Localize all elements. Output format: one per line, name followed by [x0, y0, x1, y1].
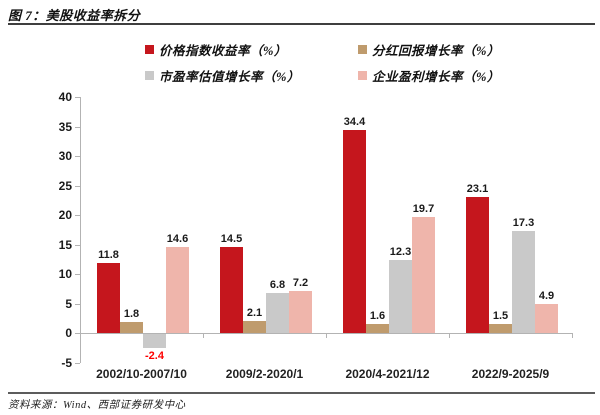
y-axis-tick: [75, 97, 80, 98]
bar-pe-valuation: [512, 230, 535, 333]
x-category-label: 2020/4-2021/12: [345, 367, 430, 381]
value-label: 4.9: [538, 290, 555, 303]
bar-earnings: [166, 246, 189, 333]
bar-dividend: [120, 322, 143, 333]
value-label: 12.3: [389, 246, 412, 259]
y-tick-label: 40: [58, 90, 72, 104]
legend-label: 企业盈利增长率（%）: [372, 70, 500, 84]
y-axis-tick: [75, 303, 80, 305]
figure-title: 图 7：美股收益率拆分: [8, 8, 141, 23]
legend-item: 分红回报增长率（%）: [358, 40, 500, 59]
y-tick-label: 0: [65, 326, 72, 340]
value-label: 19.7: [412, 202, 435, 215]
bar-pe-valuation: [266, 292, 289, 333]
x-category-label: 2022/9-2025/9: [471, 367, 550, 381]
bar-earnings: [289, 290, 312, 333]
y-axis-tick: [75, 333, 80, 334]
y-tick-label: 15: [58, 237, 72, 252]
value-label: 2.1: [246, 306, 263, 319]
x-category-label: 2009/2-2020/1: [225, 367, 304, 381]
x-axis-tick: [326, 333, 327, 338]
y-axis-tick: [75, 126, 80, 128]
source-note: 资料来源：Wind、西部证券研发中心: [8, 400, 186, 411]
y-axis: [80, 97, 81, 363]
y-axis-tick: [75, 244, 80, 246]
bar-pe-valuation: [389, 260, 412, 333]
y-axis-tick: [75, 362, 80, 364]
value-label: 6.8: [269, 278, 286, 291]
bar-price-index: [97, 263, 120, 333]
y-axis-tick: [75, 215, 80, 216]
value-label: 23.1: [466, 182, 489, 195]
value-label: -2.4: [145, 350, 164, 363]
legend-label: 市盈率估值增长率（%）: [159, 70, 300, 84]
y-axis-tick: [75, 274, 80, 275]
bar-price-index: [343, 130, 366, 333]
y-axis-tick: [75, 185, 80, 187]
value-label: 7.2: [292, 276, 309, 289]
value-label: 11.8: [98, 249, 119, 262]
value-label: 1.8: [123, 308, 140, 321]
legend-label: 分红回报增长率（%）: [372, 44, 500, 58]
y-tick-label: 35: [58, 119, 72, 134]
legend-item: 企业盈利增长率（%）: [358, 66, 500, 85]
x-category-label: 2002/10-2007/10: [96, 367, 187, 381]
value-label: 1.5: [492, 310, 509, 323]
y-axis-tick: [75, 156, 80, 157]
legend-swatch-icon: [145, 45, 154, 54]
legend-item: 市盈率估值增长率（%）: [145, 66, 358, 85]
bar-pe-valuation: [143, 334, 166, 349]
bar-earnings: [412, 216, 435, 333]
value-label: 1.6: [369, 309, 386, 322]
bar-price-index: [220, 247, 243, 333]
x-axis-tick: [572, 333, 573, 338]
y-tick-label: 30: [58, 149, 72, 163]
y-tick-label: 10: [58, 267, 72, 281]
y-tick-label: 25: [58, 178, 72, 193]
bar-dividend: [366, 323, 389, 333]
legend-swatch-icon: [145, 71, 154, 80]
chart-legend: 价格指数收益率（%） 分红回报增长率（%） 市盈率估值增长率（%） 企业盈利增长率（%…: [145, 40, 500, 85]
bar-earnings: [535, 304, 558, 333]
legend-swatch-icon: [358, 45, 367, 54]
plot-area: 40 35 30 25 20 15 10 5 0 -5 11.8 1.8 -2.4 14.6 2002/10…: [59, 91, 573, 381]
legend-item: 价格指数收益率（%）: [145, 40, 358, 59]
y-tick-label: -5: [61, 355, 72, 370]
value-label: 14.6: [166, 232, 189, 245]
bar-dividend: [489, 324, 512, 333]
legend-label: 价格指数收益率（%）: [159, 44, 287, 58]
title-divider: [8, 23, 595, 25]
x-axis-tick: [449, 333, 450, 338]
y-tick-label: 20: [58, 208, 72, 222]
bar-price-index: [466, 196, 489, 333]
bar-dividend: [243, 320, 266, 333]
footer-divider: [8, 392, 595, 394]
legend-swatch-icon: [358, 71, 367, 80]
value-label: 34.4: [343, 116, 366, 129]
y-tick-label: 5: [65, 296, 72, 311]
x-axis-tick: [203, 333, 204, 338]
value-label: 17.3: [512, 216, 535, 229]
value-label: 14.5: [220, 233, 243, 246]
